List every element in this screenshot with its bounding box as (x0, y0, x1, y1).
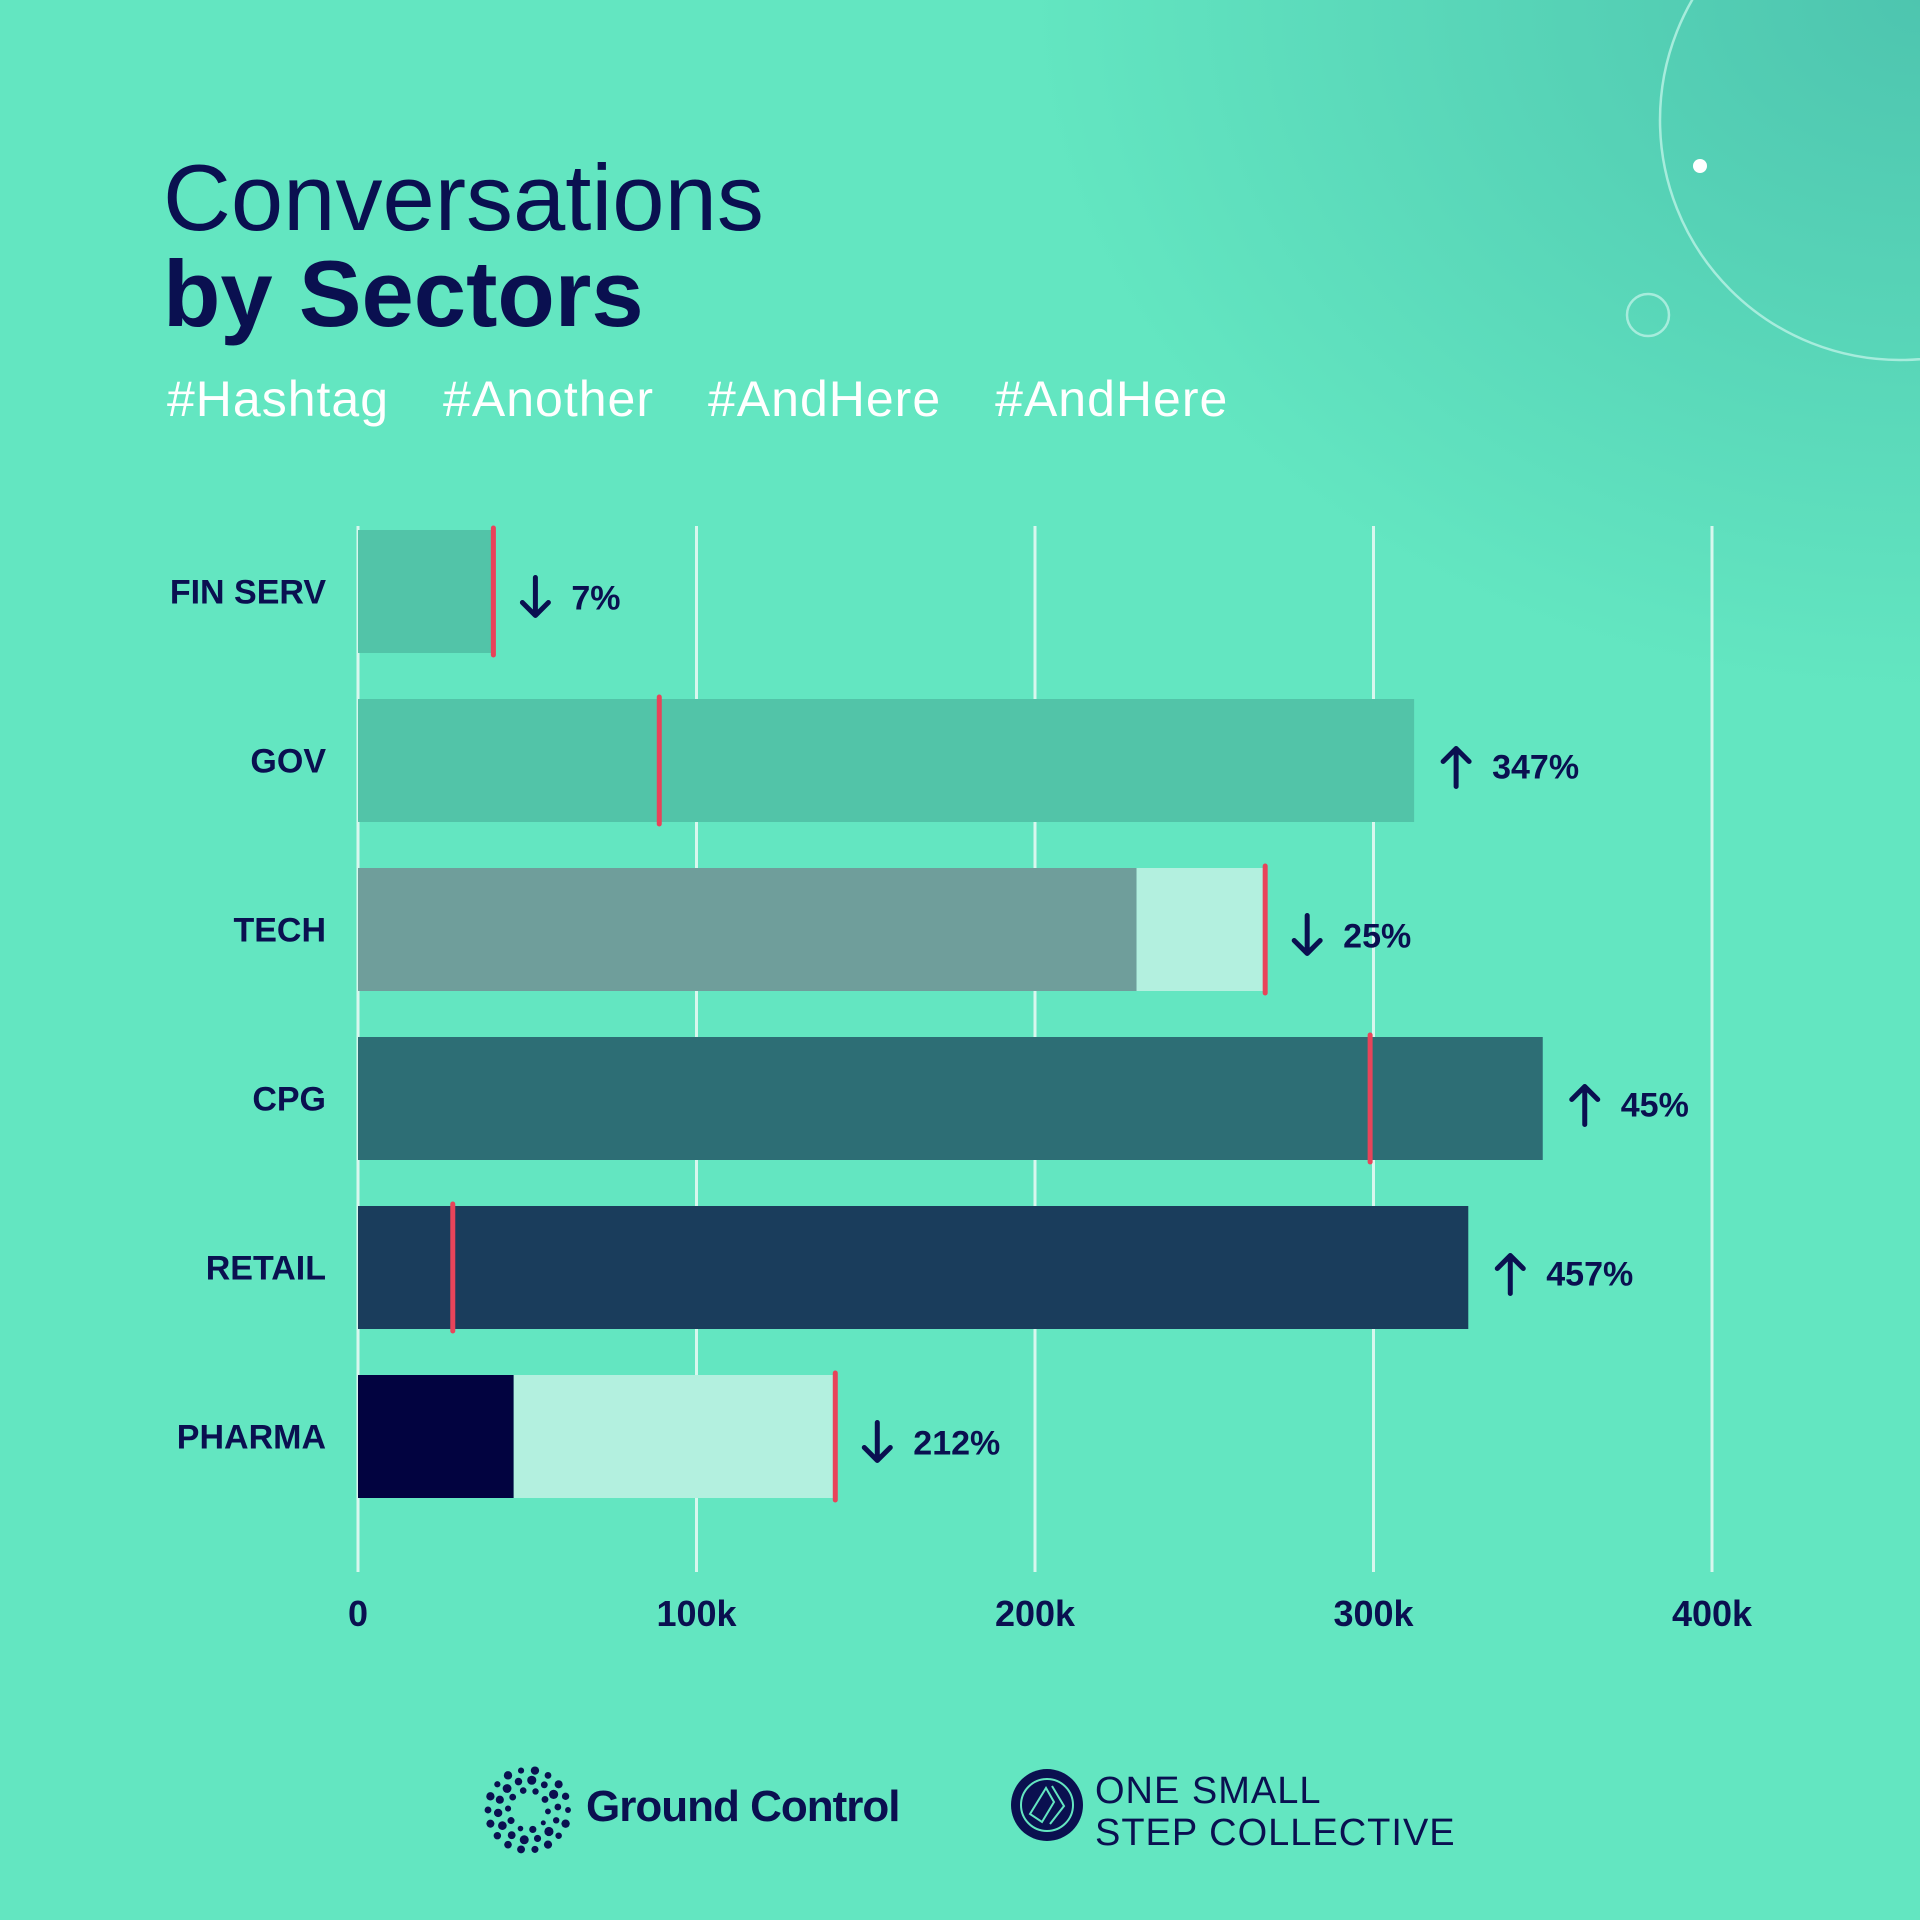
bar (358, 868, 1137, 991)
ground-control-logo-icon (484, 1766, 571, 1854)
logo-dot (517, 1825, 524, 1832)
arrow-down-icon (519, 575, 551, 618)
footer: Ground Control ONE SMALL STEP COLLECTIVE (0, 1750, 1920, 1870)
logo-dot (493, 1831, 502, 1840)
arrow-up-icon (1494, 1253, 1526, 1296)
one-small-step-name: ONE SMALL STEP COLLECTIVE (1095, 1770, 1456, 1854)
logo-dot (561, 1792, 570, 1800)
background-glow (1020, 0, 1920, 700)
category-label: FIN SERV (170, 574, 327, 612)
logo-dot (530, 1766, 540, 1775)
small-deco-circle (1625, 292, 1671, 338)
hashtag-1: #Hashtag (167, 371, 390, 427)
logo-dot (561, 1819, 570, 1828)
x-tick-label: 300k (1333, 1593, 1414, 1634)
arrow-up-icon (1569, 1084, 1601, 1127)
arrow-up-icon (1440, 746, 1472, 789)
logo-dot (503, 1771, 513, 1780)
bar (358, 699, 1415, 822)
large-deco-circle (1658, 0, 1920, 362)
bar-decline-segment (1136, 868, 1266, 991)
change-label: 25% (1343, 918, 1411, 956)
logo-dot (545, 1808, 551, 1815)
ground-control-name: Ground Control (586, 1782, 900, 1831)
logo-dot (519, 1787, 527, 1794)
category-label: CPG (252, 1081, 326, 1119)
osc-name-line-2: STEP COLLECTIVE (1095, 1812, 1456, 1854)
one-small-step-logo-icon (1011, 1769, 1083, 1841)
bar (358, 1375, 514, 1498)
logo-dot (544, 1826, 554, 1837)
hashtag-3: #AndHere (707, 371, 942, 427)
hashtag-row: #Hashtag #Another #AndHere #AndHere (167, 370, 1228, 428)
logo-dot (494, 1781, 501, 1788)
logo-dot (555, 1832, 562, 1839)
deco-dot (1693, 159, 1707, 173)
x-tick-label: 0 (348, 1593, 368, 1634)
osc-name-line-1: ONE SMALL (1095, 1770, 1322, 1812)
change-label: 7% (571, 580, 620, 618)
logo-dot (527, 1775, 537, 1785)
title-line-2: by Sectors (163, 241, 644, 346)
arrow-down-icon (1291, 913, 1323, 956)
logo-dot (532, 1788, 539, 1795)
logo-dot (517, 1845, 526, 1854)
x-tick-label: 100k (656, 1593, 737, 1634)
logo-dot (544, 1771, 552, 1779)
category-label: GOV (250, 743, 326, 781)
hashtag-4: #AndHere (995, 371, 1229, 427)
logo-dot (517, 1767, 525, 1774)
change-label: 347% (1492, 749, 1579, 787)
change-label: 45% (1621, 1087, 1689, 1125)
logo-dot (531, 1845, 539, 1853)
logo-dot (495, 1795, 504, 1804)
category-label: RETAIL (206, 1250, 326, 1288)
change-label: 457% (1546, 1256, 1633, 1294)
bar (358, 530, 494, 653)
bar (358, 1206, 1469, 1329)
logo-dot (484, 1806, 492, 1814)
logo-dot (493, 1808, 503, 1818)
hashtag-2: #Another (443, 371, 654, 427)
logo-dot (540, 1820, 546, 1826)
logo-dot (519, 1835, 529, 1845)
logo-dot (486, 1819, 495, 1828)
logo-dot (549, 1789, 559, 1799)
category-label: PHARMA (177, 1419, 326, 1457)
change-label: 212% (913, 1425, 1000, 1463)
logo-dot (541, 1795, 549, 1803)
page-title: Conversations by Sectors (163, 150, 764, 342)
logo-dot (504, 1805, 512, 1812)
bar (358, 1037, 1543, 1160)
category-label: TECH (233, 912, 326, 950)
logo-dot (507, 1831, 516, 1840)
bar-decline-segment (513, 1375, 836, 1498)
x-tick-label: 400k (1672, 1593, 1753, 1634)
logo-dot (543, 1840, 553, 1849)
logo-dot (509, 1793, 517, 1801)
logo-dot (565, 1807, 571, 1813)
logo-dot (529, 1825, 537, 1834)
logo-dot (533, 1834, 542, 1843)
logo-dot (554, 1803, 562, 1811)
title-line-1: Conversations (163, 145, 764, 250)
logo-dot (498, 1821, 507, 1830)
logo-dot (514, 1777, 523, 1786)
logo-dot (552, 1817, 560, 1824)
logo-dot (507, 1817, 515, 1825)
logo-dot (486, 1792, 495, 1801)
logo-dot (554, 1780, 563, 1789)
logo-dot (540, 1781, 548, 1789)
logo-dot (502, 1784, 512, 1793)
arrow-down-icon (861, 1420, 893, 1463)
x-tick-label: 200k (995, 1593, 1076, 1634)
logo-dot (504, 1840, 512, 1849)
